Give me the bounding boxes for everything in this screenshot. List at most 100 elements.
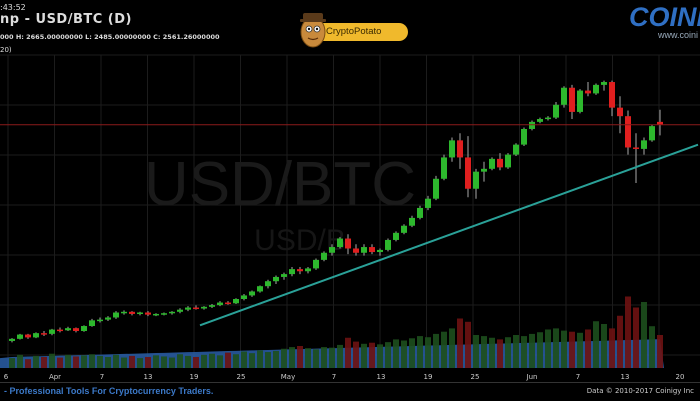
candle-body: [41, 333, 47, 335]
candle-body: [257, 286, 263, 292]
x-tick-label: 13: [377, 373, 386, 381]
volume-bar: [393, 339, 399, 368]
candle-body: [185, 307, 191, 310]
volume-bar: [97, 355, 103, 368]
chart-title: np - USD/BTC (D): [0, 12, 132, 27]
candle-body: [337, 238, 343, 248]
candle-body: [449, 140, 455, 158]
candle-body: [113, 312, 119, 318]
volume-bar: [233, 354, 239, 368]
volume-bar: [321, 347, 327, 368]
candle-body: [73, 328, 79, 332]
volume-bar: [497, 339, 503, 368]
volume-bar: [481, 336, 487, 368]
volume-bar: [265, 352, 271, 368]
volume-bar: [57, 357, 63, 368]
candle-body: [545, 117, 551, 120]
candle-body: [601, 82, 607, 85]
volume-bar: [105, 357, 111, 368]
volume-bar: [193, 357, 199, 368]
volume-bar: [633, 307, 639, 368]
candle-body: [313, 259, 319, 269]
candle-body: [281, 274, 287, 277]
volume-bar: [545, 329, 551, 368]
volume-bar: [529, 333, 535, 368]
candle-body: [401, 225, 407, 233]
volume-bar: [353, 341, 359, 368]
candle-body: [297, 269, 303, 272]
volume-bar: [201, 354, 207, 368]
brand-url: www.coini: [657, 30, 698, 40]
volume-bar: [505, 337, 511, 368]
volume-bar: [313, 349, 319, 368]
candle-body: [513, 144, 519, 155]
volume-bar: [273, 350, 279, 368]
volume-bar: [145, 357, 151, 368]
candle-body: [505, 154, 511, 168]
volume-bar: [209, 353, 215, 368]
candle-body: [441, 157, 447, 179]
footer-credit: Data © 2010-2017 Coinigy Inc: [586, 387, 694, 395]
candle-body: [137, 312, 143, 315]
volume-bar: [649, 326, 655, 368]
volume-bar: [169, 357, 175, 368]
volume-bar: [401, 340, 407, 368]
candle-body: [561, 87, 567, 105]
volume-bar: [577, 332, 583, 368]
candle-body: [145, 312, 151, 315]
candle-body: [89, 320, 95, 327]
volume-bar: [601, 324, 607, 368]
volume-bar: [41, 357, 47, 368]
volume-bar: [513, 335, 519, 368]
volume-bar: [593, 321, 599, 368]
candle-body: [233, 298, 239, 304]
candle-body: [585, 90, 591, 94]
candle-body: [169, 311, 175, 314]
candle-body: [617, 107, 623, 117]
x-tick-label: 20: [676, 373, 685, 381]
indicator-label: 20): [0, 46, 12, 54]
candle-body: [537, 119, 543, 122]
volume-bar: [281, 348, 287, 368]
volume-bar: [417, 336, 423, 368]
volume-bar: [9, 358, 15, 368]
volume-bar: [241, 351, 247, 368]
x-tick-label: 6: [4, 373, 9, 381]
volume-bar: [449, 328, 455, 368]
ohlc-readout: 000 H: 2665.00000000 L: 2485.00000000 C:…: [0, 33, 220, 41]
candle-body: [609, 82, 615, 108]
volume-bar: [297, 346, 303, 368]
timestamp: :43:52: [0, 3, 26, 12]
volume-bar: [289, 347, 295, 368]
volume-bar: [465, 321, 471, 368]
candle-body: [593, 84, 599, 94]
candle-body: [49, 329, 55, 334]
candle-body: [97, 319, 103, 322]
candle-body: [265, 281, 271, 287]
candle-body: [657, 121, 663, 125]
volume-bar: [121, 357, 127, 368]
candle-body: [473, 171, 479, 189]
candle-body: [433, 178, 439, 199]
volume-bar: [641, 302, 647, 368]
x-tick-label: 13: [621, 373, 630, 381]
volume-bar: [625, 296, 631, 368]
volume-bar: [113, 354, 119, 368]
watermark-pair: USD/BTC: [144, 150, 416, 219]
volume-bar: [81, 355, 87, 368]
candle-body: [241, 295, 247, 299]
volume-bar: [329, 347, 335, 368]
x-tick-label: Jun: [526, 373, 538, 381]
logo-text: CryptoPotato: [326, 26, 382, 37]
candle-body: [289, 269, 295, 275]
volume-bar: [177, 354, 183, 368]
volume-bar: [425, 337, 431, 368]
x-tick-label: 19: [190, 373, 199, 381]
volume-bar: [65, 354, 71, 368]
x-tick-label: 19: [424, 373, 433, 381]
candle-body: [625, 116, 631, 148]
volume-bar: [153, 355, 159, 368]
x-tick-label: 13: [144, 373, 153, 381]
volume-bar: [73, 356, 79, 368]
candle-body: [641, 140, 647, 149]
